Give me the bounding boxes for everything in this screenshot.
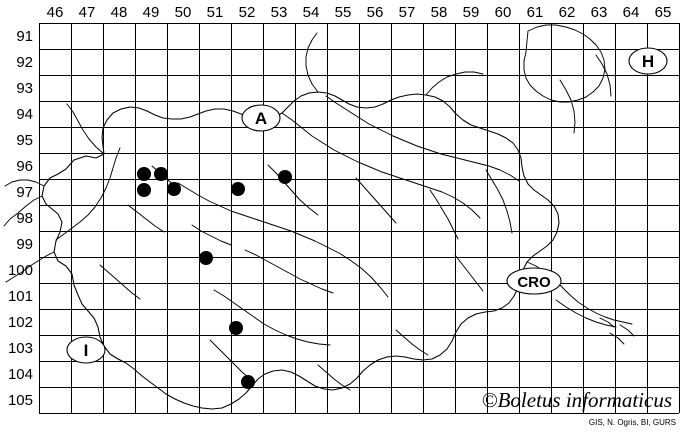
river-soca [55,147,121,241]
row-label-96: 96 [16,158,33,175]
column-label-62: 62 [559,4,576,21]
copyright-label: ©Boletus informaticus [482,388,672,412]
column-label-51: 51 [207,4,224,21]
region-label-croatia: CRO [506,267,562,295]
hungary-outline [523,24,606,103]
river-tributary-e [209,339,251,380]
adriatic-islands [599,317,635,345]
row-label-94: 94 [16,106,33,123]
column-label-63: 63 [591,4,608,21]
row-label-95: 95 [16,132,33,149]
row-label-99: 99 [16,236,33,253]
occurrence-dot [154,167,168,181]
river-tributary-b [355,177,397,224]
column-label-58: 58 [431,4,448,21]
row-label-98: 98 [16,210,33,227]
row-axis-labels: 91 92 93 94 95 96 97 98 99 100 101 102 103 104 105 [8,28,33,409]
region-label-austria: A [241,104,281,132]
austria-border [66,32,484,155]
column-label-52: 52 [239,4,256,21]
river-ljubljanica [191,224,232,246]
row-label-92: 92 [16,54,33,71]
row-label-97: 97 [16,184,33,201]
region-ellipse [506,267,562,295]
occurrence-dot [241,375,255,389]
river-tributary-f [99,264,141,300]
river-mura [325,95,520,182]
river-tributary-j [559,79,576,134]
occurrence-records [137,167,292,389]
column-label-57: 57 [399,4,416,21]
row-label-91: 91 [16,28,33,45]
column-label-60: 60 [495,4,512,21]
column-label-53: 53 [271,4,288,21]
river-tributary-g [317,364,351,391]
column-label-46: 46 [47,4,64,21]
column-label-64: 64 [623,4,640,21]
river-tributary-c [429,189,459,240]
region-ellipse [241,104,281,132]
row-label-105: 105 [8,392,33,409]
column-label-65: 65 [655,4,672,21]
row-label-104: 104 [8,366,33,383]
river-kolpa [213,289,331,346]
occurrence-dot [231,182,245,196]
occurrence-dot [199,251,213,265]
region-code-text: CRO [517,274,551,291]
river-tributary-h [395,329,429,356]
column-label-59: 59 [463,4,480,21]
column-axis-labels: 46 47 48 49 50 51 52 53 54 55 56 57 58 59 60 61 62 63 64 65 [47,4,672,21]
region-code-text: A [255,109,267,128]
column-label-54: 54 [303,4,320,21]
region-label-italy: I [66,336,106,364]
river-tributary-i [454,254,484,292]
row-label-100: 100 [8,262,33,279]
river-drava [281,112,481,219]
occurrence-dot [278,170,292,184]
region-code-text: H [642,52,654,71]
occurrence-dot [229,321,243,335]
occurrence-dot [137,167,151,181]
row-label-103: 103 [8,340,33,357]
river-tributary-k [595,54,612,97]
column-label-47: 47 [79,4,96,21]
column-label-61: 61 [527,4,544,21]
region-labels: A H CRO I [66,47,668,364]
row-label-93: 93 [16,80,33,97]
river-network [55,54,612,391]
column-label-48: 48 [111,4,128,21]
occurrence-dot [167,182,181,196]
region-ellipse [66,336,106,364]
slovenia-border [41,91,560,410]
occurrence-dot [137,183,151,197]
row-label-101: 101 [8,288,33,305]
region-ellipse [628,47,668,75]
river-sava [177,182,389,298]
region-label-hungary: H [628,47,668,75]
column-label-50: 50 [175,4,192,21]
data-credit-label: GIS, N. Ogris, BI, GURS [589,418,676,427]
column-label-55: 55 [335,4,352,21]
row-label-102: 102 [8,314,33,331]
croatia-coast [555,299,617,328]
column-label-56: 56 [367,4,384,21]
river-idrijca [127,204,165,233]
river-savinja [267,164,319,216]
region-code-text: I [84,341,89,360]
italy-border [3,179,55,283]
river-krka [244,249,334,294]
river-tributary-d [485,169,513,234]
utm-grid [39,23,680,414]
column-label-49: 49 [143,4,160,21]
